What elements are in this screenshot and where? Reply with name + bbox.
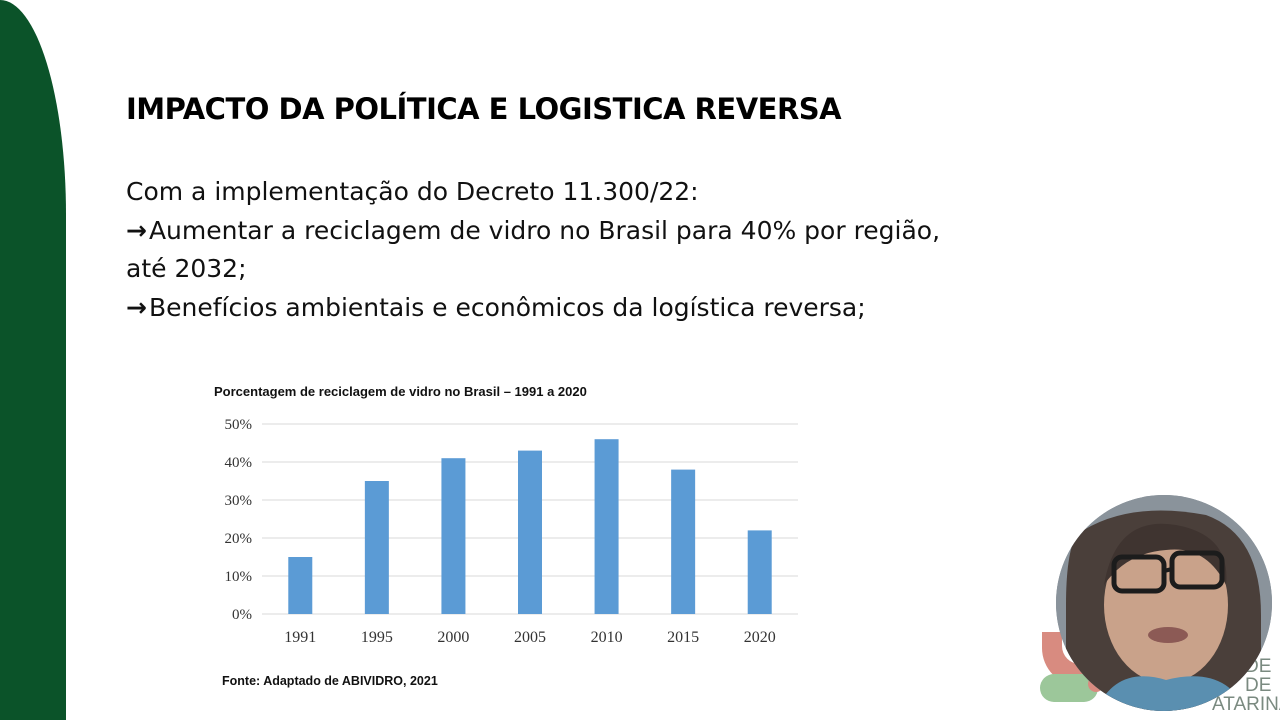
bar-chart: 0% 10% 20% 30% 40% 50% 1991 1995 2000 2005 2010 201… — [225, 417, 798, 646]
bar-2010 — [594, 439, 619, 614]
arrow-icon: → — [126, 292, 147, 322]
x-tick-label: 2010 — [591, 629, 623, 646]
logo-text-3: ATARINA — [1212, 694, 1280, 715]
x-tick-label: 2000 — [437, 629, 469, 646]
side-green-band — [0, 0, 66, 720]
chart-title: Porcentagem de reciclagem de vidro no Br… — [214, 384, 587, 399]
body-line-intro: Com a implementação do Decreto 11.300/22… — [126, 177, 699, 206]
x-tick-label: 1995 — [361, 629, 393, 646]
arrow-icon: → — [126, 215, 147, 245]
x-tick-label: 2005 — [514, 629, 546, 646]
logo-green-shape — [1040, 674, 1098, 702]
y-tick-label: 30% — [225, 493, 253, 509]
bar-2020 — [747, 530, 772, 614]
x-tick-label: 1991 — [284, 629, 316, 646]
bar-2015 — [671, 469, 696, 614]
slide-title: IMPACTO DA POLÍTICA E LOGISTICA REVERSA — [126, 92, 842, 126]
bullet-1-text: Aumentar a reciclagem de vidro no Brasil… — [148, 215, 941, 245]
logo-text-2: DE — [1245, 675, 1272, 696]
webcam-video — [1056, 495, 1272, 711]
y-tick-label: 10% — [225, 569, 253, 585]
body-line-bullet-2: →Benefícios ambientais e econômicos da l… — [126, 289, 1026, 328]
bar-1991 — [288, 557, 313, 614]
y-tick-label: 50% — [225, 417, 253, 433]
x-tick-label: 2020 — [744, 629, 776, 646]
bar-2005 — [518, 450, 542, 614]
x-tick-label: 2015 — [667, 629, 699, 646]
bar-2000 — [441, 458, 466, 614]
bar-1995 — [364, 481, 389, 614]
body-line-bullet-1-cont: até 2032; — [126, 254, 247, 283]
body-line-bullet-1: →Aumentar a reciclagem de vidro no Brasi… — [126, 212, 1026, 251]
presenter-image — [1056, 495, 1272, 711]
y-tick-label: 0% — [232, 607, 252, 623]
slide-body: Com a implementação do Decreto 11.300/22… — [126, 173, 1026, 327]
chart-source: Fonte: Adaptado de ABIVIDRO, 2021 — [222, 674, 438, 688]
y-tick-label: 20% — [225, 531, 253, 547]
bullet-2-text: Benefícios ambientais e econômicos da lo… — [148, 292, 866, 322]
y-tick-label: 40% — [225, 455, 253, 471]
